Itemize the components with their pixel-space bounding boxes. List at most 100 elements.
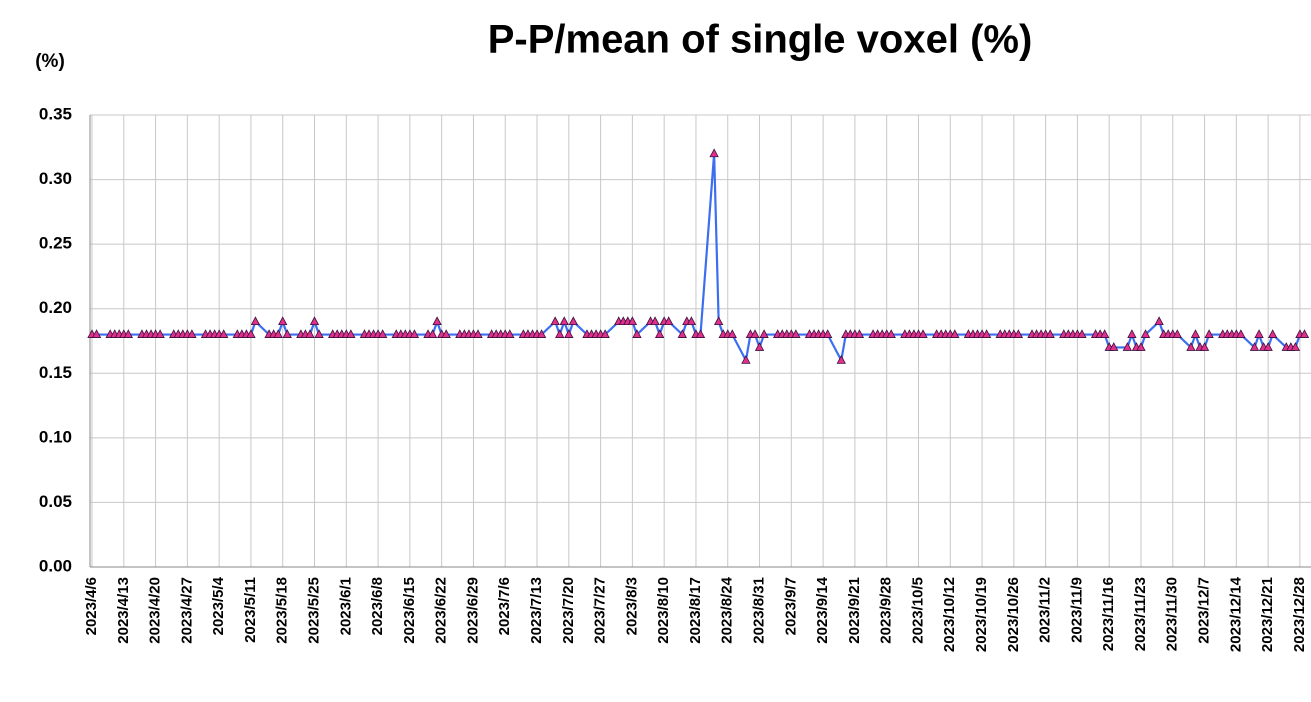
data-point <box>1249 342 1260 351</box>
data-point <box>727 329 737 338</box>
x-tick-label: 2023/11/23 <box>1132 577 1149 651</box>
x-tick-label: 2023/5/18 <box>274 577 291 644</box>
x-tick-label: 2023/9/14 <box>814 576 831 643</box>
data-point <box>1136 342 1146 351</box>
x-tick-label: 2023/6/22 <box>433 577 450 644</box>
chart-title: P-P/mean of single voxel (%) <box>488 18 1033 62</box>
data-point <box>686 316 697 326</box>
x-tick-label: 2023/12/14 <box>1227 576 1244 652</box>
data-point <box>677 329 688 338</box>
data-point <box>1236 329 1246 338</box>
data-point <box>1099 329 1110 338</box>
data-point <box>473 329 483 338</box>
data-point <box>713 316 724 326</box>
x-tick-label: 2023/9/21 <box>846 577 863 644</box>
x-tick-label: 2023/11/9 <box>1068 577 1085 643</box>
data-point <box>1299 329 1310 338</box>
x-tick-label: 2023/6/1 <box>337 577 354 635</box>
data-point <box>427 329 438 338</box>
data-point <box>155 329 165 338</box>
x-tick-label: 2023/10/5 <box>909 577 926 644</box>
data-point <box>918 329 928 338</box>
data-point <box>1140 329 1151 338</box>
data-point <box>314 329 324 338</box>
y-tick-label: 0.05 <box>39 492 72 511</box>
data-point <box>1122 342 1133 351</box>
data-point <box>432 316 442 326</box>
data-point <box>1127 329 1137 338</box>
x-tick-label: 2023/11/30 <box>1164 577 1181 651</box>
data-point <box>709 148 719 158</box>
data-point <box>123 329 133 338</box>
data-point <box>650 316 660 326</box>
data-point <box>950 329 960 338</box>
data-point <box>273 329 283 338</box>
data-point <box>1109 342 1119 351</box>
data-point <box>1077 329 1087 338</box>
data-point <box>1199 342 1210 351</box>
data-point <box>600 329 610 338</box>
x-tick-label: 2023/4/20 <box>147 577 164 644</box>
x-tick-label: 2023/9/28 <box>878 577 895 644</box>
x-tick-label: 2023/8/31 <box>751 577 768 644</box>
x-tick-label: 2023/10/26 <box>1005 577 1022 652</box>
data-point <box>695 329 706 338</box>
data-point <box>250 316 261 326</box>
x-tick-label: 2023/10/12 <box>941 577 958 652</box>
data-point <box>632 329 642 338</box>
x-tick-label: 2023/5/4 <box>210 576 227 635</box>
data-point <box>305 329 315 338</box>
data-point <box>836 355 846 364</box>
x-tick-label: 2023/12/28 <box>1291 577 1308 652</box>
data-point <box>564 329 574 338</box>
data-point <box>1013 329 1024 338</box>
data-point <box>1190 329 1201 338</box>
data-point <box>91 329 102 338</box>
data-point <box>559 316 569 326</box>
data-point <box>377 329 388 338</box>
y-tick-label: 0.35 <box>39 104 72 123</box>
data-point <box>791 329 801 338</box>
x-tick-label: 2023/4/6 <box>83 577 100 635</box>
data-point <box>759 329 769 338</box>
data-point <box>741 355 751 364</box>
x-tick-label: 2023/12/7 <box>1196 577 1213 644</box>
y-tick-label: 0.15 <box>39 363 72 382</box>
data-point <box>568 316 579 326</box>
x-tick-label: 2023/6/8 <box>369 577 386 635</box>
y-axis-label: (%) <box>35 51 65 72</box>
data-point <box>1186 342 1196 351</box>
y-tick-label: 0.25 <box>39 234 72 253</box>
data-point <box>309 316 320 326</box>
data-point <box>219 329 229 338</box>
x-tick-label: 2023/8/3 <box>623 577 640 635</box>
x-tick-label: 2023/8/10 <box>655 577 672 644</box>
data-point <box>550 316 560 326</box>
y-tick-label: 0.10 <box>39 427 72 446</box>
x-tick-label: 2023/6/15 <box>401 577 418 644</box>
data-point <box>854 329 865 338</box>
data-point <box>654 329 665 338</box>
x-tick-label: 2023/11/2 <box>1037 577 1054 643</box>
data-point <box>441 329 451 338</box>
y-tick-label: 0.20 <box>39 298 72 317</box>
x-tick-label: 2023/10/19 <box>973 577 990 652</box>
data-point <box>1268 329 1278 338</box>
x-tick-label: 2023/8/17 <box>687 577 704 644</box>
data-point <box>1204 329 1214 338</box>
data-line <box>92 153 1305 364</box>
data-point <box>505 329 515 338</box>
data-point <box>409 329 420 338</box>
x-tick-label: 2023/11/16 <box>1100 577 1117 651</box>
x-tick-label: 2023/8/24 <box>719 576 736 643</box>
data-point <box>282 329 292 338</box>
data-point <box>1290 342 1301 351</box>
x-tick-label: 2023/7/6 <box>496 577 513 635</box>
x-tick-label: 2023/7/20 <box>560 577 577 644</box>
x-tick-label: 2023/4/13 <box>115 577 132 644</box>
data-point <box>1154 316 1164 326</box>
data-point <box>1045 329 1055 338</box>
data-point <box>750 329 760 338</box>
x-tick-label: 2023/4/27 <box>178 577 195 644</box>
